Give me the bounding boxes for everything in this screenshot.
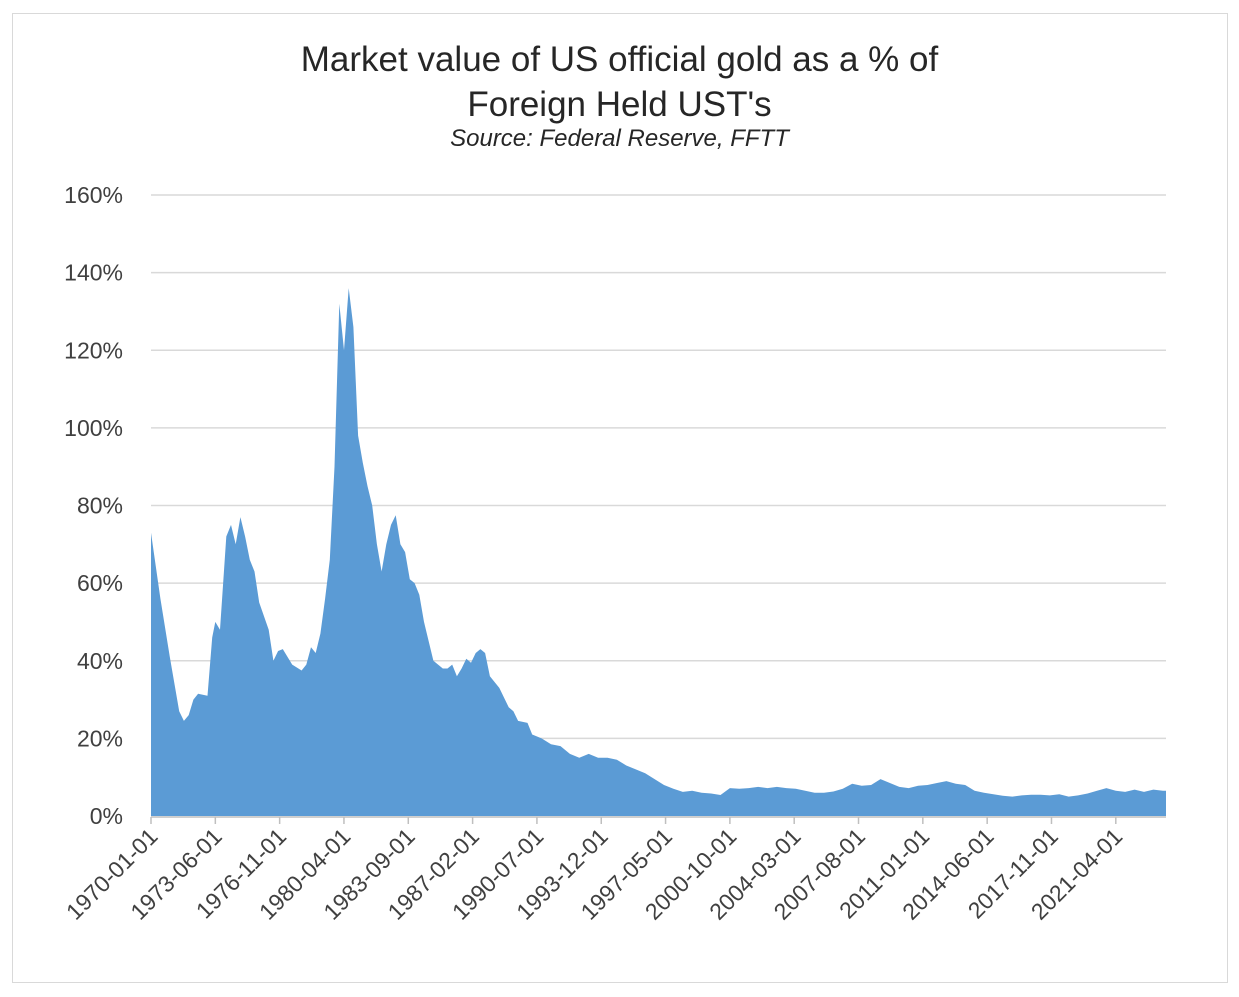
y-tick-label: 160% — [64, 182, 123, 208]
gridlines — [151, 194, 1166, 740]
y-tick-label: 140% — [64, 260, 123, 286]
series-area — [151, 288, 1166, 817]
y-tick-label: 40% — [77, 648, 123, 674]
y-tick-label: 100% — [64, 415, 123, 441]
y-tick-label: 120% — [64, 337, 123, 363]
chart-title-line2: Foreign Held UST's — [467, 85, 772, 124]
y-tick-label: 80% — [77, 493, 123, 519]
y-tick-label: 0% — [90, 803, 123, 829]
y-tick-label: 20% — [77, 725, 123, 751]
x-axis-ticks: 1970-01-011973-06-011976-11-011980-04-01… — [61, 817, 1127, 925]
y-axis-ticks: 0% 20% 40% 60% 80% 100% 120% 140% 160% — [64, 182, 123, 829]
chart-subtitle: Source: Federal Reserve, FFTT — [450, 125, 789, 152]
chart-title: Market value of US official gold as a % … — [300, 40, 939, 79]
y-tick-label: 60% — [77, 570, 123, 596]
